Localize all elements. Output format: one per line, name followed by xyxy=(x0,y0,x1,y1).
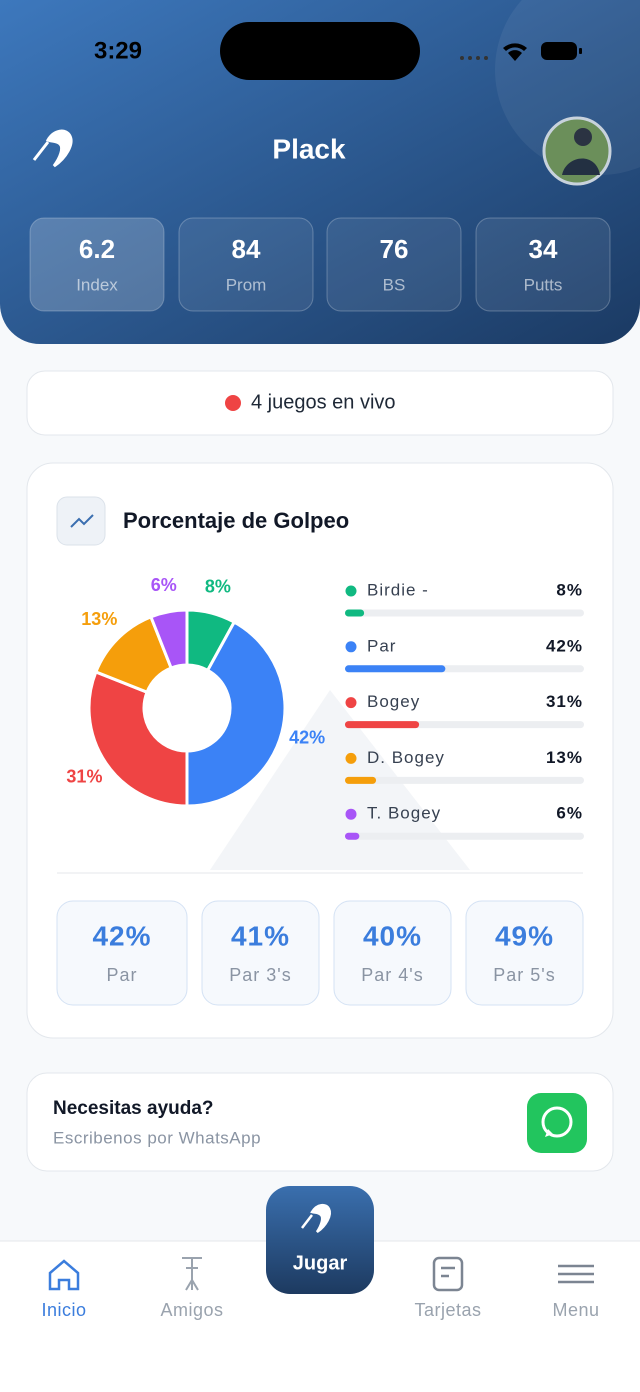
summary-box[interactable] xyxy=(56,900,188,1006)
legend-dot xyxy=(345,641,357,653)
legend-dot xyxy=(345,752,357,764)
summary-label: Par xyxy=(106,965,137,985)
legend-value: 6% xyxy=(556,804,583,823)
legend-label: T. Bogey xyxy=(367,804,441,823)
donut-label: 42% xyxy=(289,728,325,748)
stat-label: Index xyxy=(76,275,118,294)
donut-segment xyxy=(148,608,189,670)
legend-value: 13% xyxy=(546,748,583,767)
summary-value: 49% xyxy=(495,920,554,951)
legend-label: Birdie - xyxy=(367,580,429,599)
play-logo xyxy=(301,1203,331,1234)
donut-segment xyxy=(87,669,189,808)
stat-box[interactable] xyxy=(475,217,611,312)
summary-value: 40% xyxy=(363,920,422,951)
summary-box[interactable] xyxy=(465,900,584,1006)
help-subtitle: Escribenos por WhatsApp xyxy=(53,1128,261,1147)
legend-bar xyxy=(345,609,365,617)
live-card[interactable] xyxy=(26,370,614,436)
legend-value: 31% xyxy=(546,692,583,711)
donut-label: 6% xyxy=(151,575,177,595)
stat-box[interactable] xyxy=(29,217,165,312)
home-icon xyxy=(48,1259,80,1291)
avatar-figure xyxy=(574,128,592,146)
legend-dot xyxy=(345,697,357,709)
header-title: Plack xyxy=(272,133,346,164)
legend-label: Bogey xyxy=(367,692,420,711)
summary-label: Par 3's xyxy=(229,965,291,985)
help-card xyxy=(26,1072,614,1172)
whatsapp-icon xyxy=(545,1129,553,1137)
summary-label: Par 5's xyxy=(493,965,555,985)
legend-dot xyxy=(345,585,357,597)
stat-value: 6.2 xyxy=(79,234,115,264)
donut-label: 13% xyxy=(81,609,117,629)
icon xyxy=(70,514,94,528)
legend-value: 8% xyxy=(556,580,583,599)
nav-label[interactable]: Tarjetas xyxy=(414,1300,481,1320)
legend-track xyxy=(345,609,584,617)
stat-value: 76 xyxy=(380,234,409,264)
live-text: 4 juegos en vivo xyxy=(251,391,396,413)
legend-track xyxy=(345,776,584,784)
stat-label: Prom xyxy=(226,275,267,294)
whatsapp-icon xyxy=(541,1106,573,1138)
friends-icon xyxy=(182,1257,202,1291)
summary-label: Par 4's xyxy=(361,965,423,985)
legend-bar xyxy=(345,832,360,840)
summary-value: 42% xyxy=(92,920,151,951)
play-label[interactable]: Jugar xyxy=(293,1252,348,1274)
summary-box[interactable] xyxy=(201,900,320,1006)
avatar-figure xyxy=(562,158,600,175)
legend-track xyxy=(345,832,584,840)
card-title: Porcentaje de Golpeo xyxy=(123,508,349,533)
legend-label: Par xyxy=(367,636,396,655)
legend-bar xyxy=(345,776,377,784)
donut-label: 31% xyxy=(66,766,102,786)
nav-label[interactable]: Menu xyxy=(552,1300,599,1320)
nav-label[interactable]: Amigos xyxy=(160,1300,223,1320)
help-title: Necesitas ayuda? xyxy=(53,1098,214,1119)
legend-value: 42% xyxy=(546,636,583,655)
nav-label[interactable]: Inicio xyxy=(41,1300,86,1320)
live-dot xyxy=(225,395,241,411)
legend-bar xyxy=(345,721,420,729)
summary-value: 41% xyxy=(231,920,290,951)
donut-label: 8% xyxy=(205,577,231,597)
donut-segment xyxy=(185,620,287,808)
stat-value: 34 xyxy=(529,234,558,264)
legend-bar xyxy=(345,665,446,673)
whatsapp-button[interactable] xyxy=(527,1093,587,1153)
play-button[interactable] xyxy=(266,1186,374,1294)
summary-box[interactable] xyxy=(333,900,452,1006)
logo xyxy=(32,129,73,168)
menu-icon xyxy=(558,1264,594,1284)
legend-label: D. Bogey xyxy=(367,748,445,767)
header-bg xyxy=(0,0,640,344)
status-icons xyxy=(460,42,582,61)
dynamic-island xyxy=(220,22,420,80)
decor xyxy=(210,690,470,870)
stat-box[interactable] xyxy=(178,217,314,312)
time: 3:29 xyxy=(94,37,142,64)
stat-label: Putts xyxy=(524,275,563,294)
cards-icon xyxy=(441,1266,455,1278)
stat-value: 84 xyxy=(232,234,261,264)
legend-dot xyxy=(345,808,357,820)
cards-icon xyxy=(432,1256,464,1292)
stat-box[interactable] xyxy=(326,217,462,312)
stat-label: BS xyxy=(383,275,406,294)
